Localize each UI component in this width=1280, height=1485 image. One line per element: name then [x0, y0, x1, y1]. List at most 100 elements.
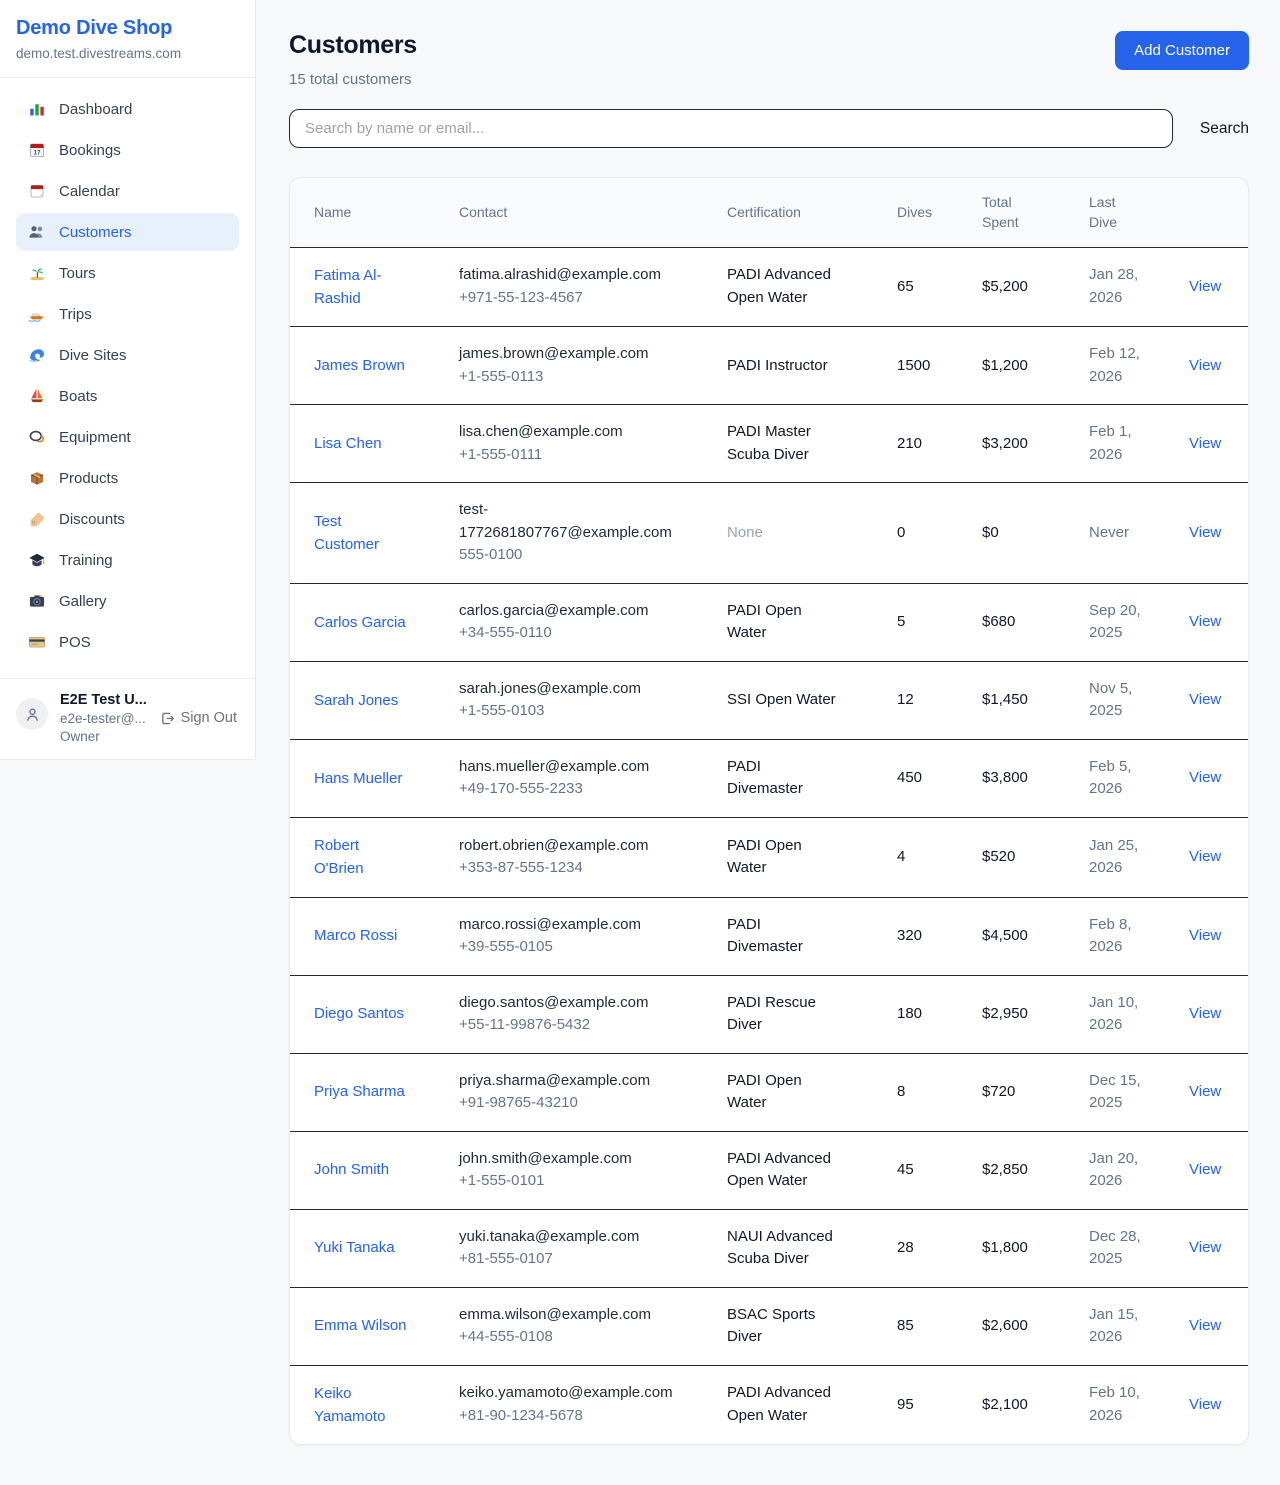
user-info: E2E Test U... e2e-tester@... Sign Out Ow…: [60, 692, 239, 744]
customer-row: Emma Wilsonemma.wilson@example.com+44-55…: [290, 1287, 1249, 1365]
sidebar-item-label: Gallery: [59, 593, 107, 610]
view-link[interactable]: View: [1189, 278, 1221, 295]
sidebar-item-discounts[interactable]: Discounts: [16, 500, 239, 538]
page-header: Customers 15 total customers Add Custome…: [289, 31, 1249, 88]
view-link[interactable]: View: [1189, 769, 1221, 786]
customer-name-link[interactable]: Lisa Chen: [314, 432, 382, 455]
sidebar-item-equipment[interactable]: Equipment: [16, 418, 239, 456]
view-link[interactable]: View: [1189, 1005, 1221, 1022]
customer-contact: carlos.garcia@example.com+34-555-0110: [443, 583, 711, 661]
customer-name-link[interactable]: Test Customer: [314, 510, 407, 557]
search-button[interactable]: Search: [1200, 120, 1249, 138]
customer-certification: PADI Advanced Open Water: [711, 247, 881, 327]
customer-phone: +44-555-0108: [459, 1326, 695, 1349]
customer-row: Keiko Yamamotokeiko.yamamoto@example.com…: [290, 1365, 1249, 1444]
view-link[interactable]: View: [1189, 1161, 1221, 1178]
view-link[interactable]: View: [1189, 1239, 1221, 1256]
customer-name-link[interactable]: Fatima Al-Rashid: [314, 264, 407, 311]
customer-dives: 12: [881, 661, 966, 739]
add-customer-button[interactable]: Add Customer: [1115, 31, 1249, 70]
shop-domain: demo.test.divestreams.com: [16, 46, 239, 61]
customer-certification: BSAC Sports Diver: [711, 1287, 881, 1365]
customer-email: fatima.alrashid@example.com: [459, 264, 695, 287]
sidebar-item-label: Dashboard: [59, 101, 132, 118]
sidebar-item-calendar[interactable]: Calendar: [16, 172, 239, 210]
sidebar-item-training[interactable]: Training: [16, 541, 239, 579]
view-link[interactable]: View: [1189, 1317, 1221, 1334]
customer-name-link[interactable]: James Brown: [314, 354, 405, 377]
customer-total-spent: $720: [966, 1053, 1073, 1131]
sidebar-item-label: Discounts: [59, 511, 125, 528]
customer-name-link[interactable]: Priya Sharma: [314, 1080, 405, 1103]
view-link[interactable]: View: [1189, 357, 1221, 374]
view-link[interactable]: View: [1189, 1396, 1221, 1413]
customer-certification: PADI Open Water: [711, 583, 881, 661]
sidebar-header: Demo Dive Shop demo.test.divestreams.com: [0, 0, 255, 78]
customer-last-dive: Jan 20, 2026: [1073, 1131, 1173, 1209]
customer-name-link[interactable]: Robert O'Brien: [314, 834, 407, 881]
sidebar-item-products[interactable]: Products: [16, 459, 239, 497]
column-header-dives: Dives: [881, 178, 966, 247]
customer-phone: +55-11-99876-5432: [459, 1014, 695, 1037]
view-link[interactable]: View: [1189, 524, 1221, 541]
search-input[interactable]: [289, 109, 1173, 148]
sidebar-item-gallery[interactable]: Gallery: [16, 582, 239, 620]
view-link[interactable]: View: [1189, 435, 1221, 452]
sidebar-item-customers[interactable]: Customers: [16, 213, 239, 251]
view-link[interactable]: View: [1189, 613, 1221, 630]
customer-dives: 65: [881, 247, 966, 327]
people-icon: [28, 223, 46, 241]
customer-name-link[interactable]: John Smith: [314, 1158, 389, 1181]
view-link[interactable]: View: [1189, 1083, 1221, 1100]
sign-out-button[interactable]: Sign Out: [160, 710, 239, 726]
customer-total-spent: $2,950: [966, 975, 1073, 1053]
customer-dives: 4: [881, 817, 966, 897]
column-header-name: Name: [290, 178, 443, 247]
sidebar-item-tours[interactable]: Tours: [16, 254, 239, 292]
view-link[interactable]: View: [1189, 927, 1221, 944]
customer-contact: test-1772681807767@example.com555-0100: [443, 483, 711, 584]
sign-out-icon: [160, 711, 175, 726]
customer-email: priya.sharma@example.com: [459, 1070, 695, 1093]
sidebar-item-boats[interactable]: Boats: [16, 377, 239, 415]
customer-phone: +91-98765-43210: [459, 1092, 695, 1115]
customer-contact: sarah.jones@example.com+1-555-0103: [443, 661, 711, 739]
customer-name-link[interactable]: Emma Wilson: [314, 1314, 407, 1337]
view-link[interactable]: View: [1189, 691, 1221, 708]
customer-row: Yuki Tanakayuki.tanaka@example.com+81-55…: [290, 1209, 1249, 1287]
sidebar-item-bookings[interactable]: 17Bookings: [16, 131, 239, 169]
avatar: [16, 698, 48, 730]
customer-name-link[interactable]: Hans Mueller: [314, 767, 402, 790]
customer-last-dive: Feb 5, 2026: [1073, 739, 1173, 817]
customer-last-dive: Jan 28, 2026: [1073, 247, 1173, 327]
customer-certification: None: [711, 483, 881, 584]
customer-name-link[interactable]: Marco Rossi: [314, 924, 397, 947]
customer-dives: 28: [881, 1209, 966, 1287]
diving-mask-icon: [28, 428, 46, 446]
customer-email: yuki.tanaka@example.com: [459, 1226, 695, 1249]
customer-name-link[interactable]: Keiko Yamamoto: [314, 1382, 407, 1429]
column-header-action: [1173, 178, 1249, 247]
customer-last-dive: Jan 15, 2026: [1073, 1287, 1173, 1365]
customer-phone: +1-555-0103: [459, 700, 695, 723]
customer-name-link[interactable]: Diego Santos: [314, 1002, 404, 1025]
view-link[interactable]: View: [1189, 848, 1221, 865]
sidebar-item-dashboard[interactable]: Dashboard: [16, 90, 239, 128]
customer-name-link[interactable]: Sarah Jones: [314, 689, 398, 712]
sidebar-item-label: Bookings: [59, 142, 121, 159]
customer-name-link[interactable]: Carlos Garcia: [314, 611, 406, 634]
customer-last-dive: Feb 1, 2026: [1073, 405, 1173, 483]
customer-count: 15 total customers: [289, 71, 417, 88]
sidebar-item-trips[interactable]: Trips: [16, 295, 239, 333]
sidebar-item-pos[interactable]: POS: [16, 623, 239, 661]
customer-last-dive: Feb 10, 2026: [1073, 1365, 1173, 1444]
customer-certification: PADI Instructor: [711, 327, 881, 405]
customer-certification: PADI Open Water: [711, 817, 881, 897]
column-header-certification: Certification: [711, 178, 881, 247]
customer-phone: +34-555-0110: [459, 622, 695, 645]
customer-row: Diego Santosdiego.santos@example.com+55-…: [290, 975, 1249, 1053]
shop-name[interactable]: Demo Dive Shop: [16, 17, 239, 40]
sidebar-item-dive-sites[interactable]: Dive Sites: [16, 336, 239, 374]
customer-name-link[interactable]: Yuki Tanaka: [314, 1236, 395, 1259]
column-header-contact: Contact: [443, 178, 711, 247]
